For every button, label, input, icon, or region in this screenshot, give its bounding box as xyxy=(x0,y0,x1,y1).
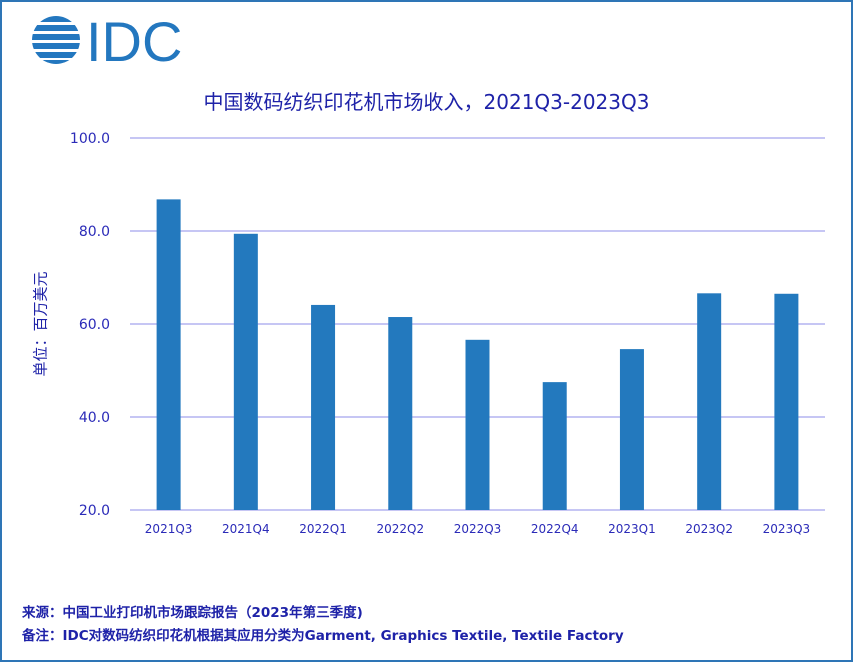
bar xyxy=(465,339,490,510)
bar xyxy=(311,304,336,510)
x-tick-label: 2023Q3 xyxy=(763,522,811,536)
y-tick-label: 20.0 xyxy=(79,503,110,519)
bar xyxy=(619,349,644,510)
footer-source: 来源：中国工业打印机市场跟踪报告（2023年第三季度) xyxy=(22,605,363,621)
bar xyxy=(233,233,258,511)
bar xyxy=(388,317,413,510)
bar xyxy=(542,382,567,510)
bar xyxy=(774,293,799,510)
svg-text:IDC: IDC xyxy=(86,14,182,66)
x-tick-label: 2021Q4 xyxy=(222,522,270,536)
x-tick-label: 2021Q3 xyxy=(145,522,193,536)
idc-logo: IDC xyxy=(32,14,182,66)
footer-note: 备注：IDC对数码纺织印花机根据其应用分类为Garment, Graphics … xyxy=(22,628,624,644)
x-tick-label: 2023Q1 xyxy=(608,522,656,536)
x-tick-label: 2022Q3 xyxy=(454,522,502,536)
x-tick-label: 2022Q2 xyxy=(376,522,424,536)
y-tick-label: 80.0 xyxy=(79,224,110,240)
y-tick-label: 40.0 xyxy=(79,410,110,426)
y-tick-label: 100.0 xyxy=(70,131,110,147)
bar xyxy=(697,293,722,510)
x-tick-label: 2022Q1 xyxy=(299,522,347,536)
y-tick-label: 60.0 xyxy=(79,317,110,333)
x-tick-label: 2023Q2 xyxy=(685,522,733,536)
chart-title: 中国数码纺织印花机市场收入，2021Q3-2023Q3 xyxy=(203,90,650,114)
x-tick-label: 2022Q4 xyxy=(531,522,579,536)
bar xyxy=(156,199,181,510)
